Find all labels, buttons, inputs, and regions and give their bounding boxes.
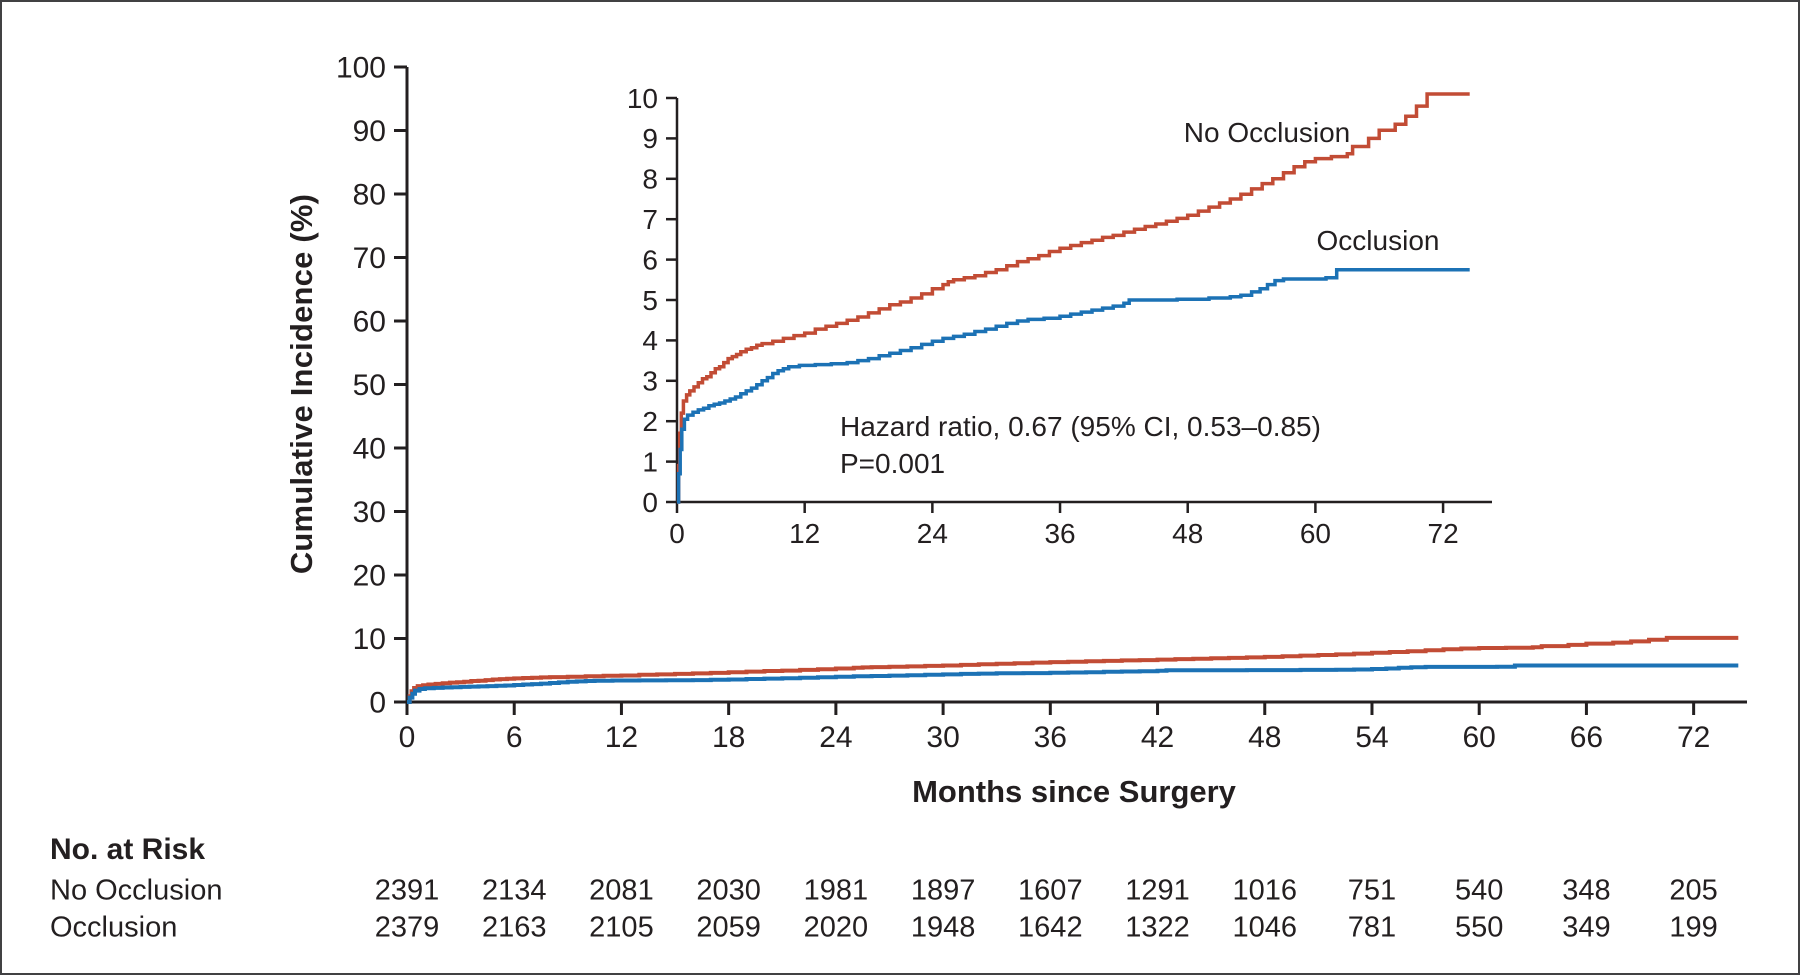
main-chart-x-tick-label: 36: [1034, 721, 1067, 754]
inset-chart-y-tick-label: 0: [642, 487, 658, 518]
y-axis-title: Cumulative Incidence (%): [284, 193, 319, 575]
main-chart-x-tick-label: 0: [399, 721, 416, 754]
inset-chart-y-tick-label: 5: [642, 285, 658, 316]
main-chart-x-tick-label: 42: [1141, 721, 1174, 754]
main-chart-y-tick-label: 40: [353, 433, 386, 466]
p-value-annotation: P=0.001: [840, 448, 946, 479]
inset-chart-x-tick-label: 36: [1044, 518, 1075, 549]
main-chart-y-tick-label: 90: [353, 115, 386, 148]
inset-chart-y-tick-label: 6: [642, 244, 658, 275]
inset-chart-y-tick-label: 9: [642, 123, 658, 154]
inset-chart-x-tick-label: 24: [917, 518, 948, 549]
main-chart-y-tick-label: 50: [353, 369, 386, 402]
main-chart-x-tick-label: 54: [1355, 721, 1388, 754]
risk-table-title: No. at Risk: [50, 833, 206, 866]
risk-row-label-no-occlusion: No Occlusion: [50, 874, 223, 907]
main-chart-y-tick-label: 60: [353, 306, 386, 339]
inset-chart-x-tick-label: 60: [1300, 518, 1331, 549]
inset-chart-y-tick-label: 3: [642, 366, 658, 397]
main-chart-x-tick-label: 12: [605, 721, 638, 754]
inset-chart-x-tick-label: 72: [1428, 518, 1459, 549]
inset-chart-y-tick-label: 10: [627, 83, 658, 114]
inset-chart-x-tick-label: 48: [1172, 518, 1203, 549]
inset-chart-y-tick-label: 7: [642, 204, 658, 235]
main-chart-x-tick-label: 18: [712, 721, 745, 754]
main-chart-curve-no-occlusion: [407, 635, 1739, 704]
main-chart-x-tick-label: 48: [1248, 721, 1281, 754]
inset-chart-y-tick-label: 4: [642, 325, 658, 356]
curve-label-occlusion: Occlusion: [1316, 225, 1440, 256]
main-chart-y-tick-label: 0: [369, 687, 386, 720]
inset-chart-y-tick-label: 2: [642, 406, 658, 437]
inset-chart-curve-occlusion: [676, 267, 1470, 504]
main-chart-y-tick-label: 30: [353, 496, 386, 529]
main-chart-x-tick-label: 24: [819, 721, 852, 754]
risk-row-label-occlusion: Occlusion: [50, 911, 178, 944]
main-chart-x-tick-label: 6: [506, 721, 523, 754]
main-chart-x-tick-label: 66: [1570, 721, 1603, 754]
main-chart-y-tick-label: 100: [336, 52, 386, 85]
curve-label-no-occlusion: No Occlusion: [1183, 117, 1351, 148]
main-chart-x-tick-label: 72: [1677, 721, 1710, 754]
inset-chart-curve-no-occlusion: [676, 92, 1470, 504]
main-chart-x-tick-label: 60: [1463, 721, 1496, 754]
inset-chart-x-tick-label: 0: [669, 518, 685, 549]
inset-chart-y-tick-label: 8: [642, 164, 658, 195]
main-chart-y-tick-label: 70: [353, 242, 386, 275]
main-chart-y-tick-label: 10: [353, 623, 386, 656]
inset-chart-y-tick-label: 1: [642, 446, 658, 477]
main-chart-curve-occlusion: [407, 663, 1739, 704]
inset-chart-x-tick-label: 12: [789, 518, 820, 549]
x-axis-title: Months since Surgery: [912, 774, 1236, 809]
main-chart-x-tick-label: 30: [926, 721, 959, 754]
main-chart-y-tick-label: 20: [353, 560, 386, 593]
main-chart-y-tick-label: 80: [353, 179, 386, 212]
hazard-ratio-annotation: Hazard ratio, 0.67 (95% CI, 0.53–0.85): [840, 411, 1321, 442]
main-chart-axes: [405, 67, 1747, 704]
